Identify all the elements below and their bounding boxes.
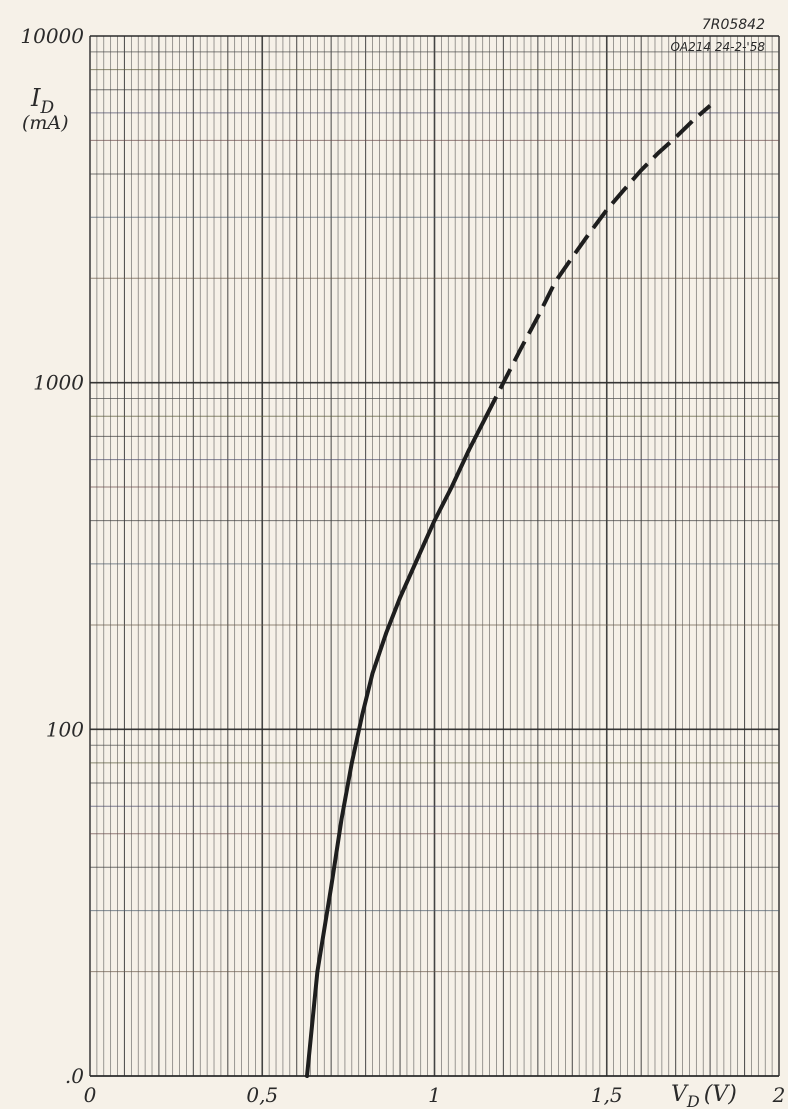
y-axis-symbol: I	[30, 84, 41, 112]
x-tick-label: 0,5	[246, 1083, 278, 1107]
y-tick-label: 100	[46, 717, 84, 741]
x-axis-symbol: V	[671, 1082, 689, 1107]
reference-code: 7R05842	[702, 17, 765, 33]
x-tick-label: 0	[84, 1083, 97, 1107]
label-layer: 7R05842 OA214 24-2-'58 ID (mA) VD (V) 0 0,…	[20, 17, 785, 1109]
x-tick-label: 2	[772, 1083, 786, 1107]
x-axis-subscript: D	[686, 1092, 700, 1109]
y-axis-unit: (mA)	[22, 112, 69, 134]
y-axis-subscript: D	[39, 98, 54, 118]
grid-layer	[89, 35, 780, 1077]
reference-subtitle: OA214 24-2-'58	[670, 40, 765, 54]
y-tick-label: 10000	[20, 24, 84, 48]
series-line-solid	[305, 414, 489, 1078]
y-axis-title: ID	[30, 84, 54, 118]
x-tick-label: 1	[428, 1083, 441, 1107]
x-axis-title: VD (V)	[671, 1082, 737, 1109]
x-tick-label: 1,5	[591, 1083, 623, 1107]
x-axis-unit: (V)	[704, 1082, 737, 1107]
series-layer	[305, 104, 712, 1078]
y-tick-label: .0	[65, 1064, 84, 1088]
y-tick-label: 1000	[33, 371, 84, 395]
series-line-dashed	[484, 104, 712, 418]
